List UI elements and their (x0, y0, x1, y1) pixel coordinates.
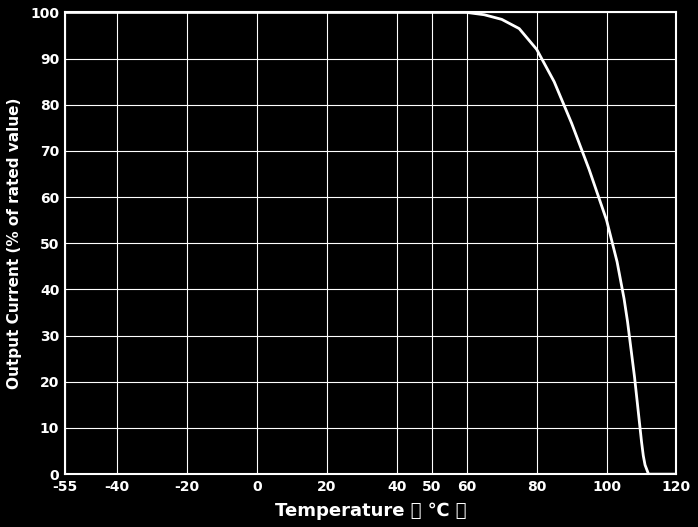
Y-axis label: Output Current (% of rated value): Output Current (% of rated value) (7, 97, 22, 389)
X-axis label: Temperature （ ℃ ）: Temperature （ ℃ ） (275, 502, 466, 520)
